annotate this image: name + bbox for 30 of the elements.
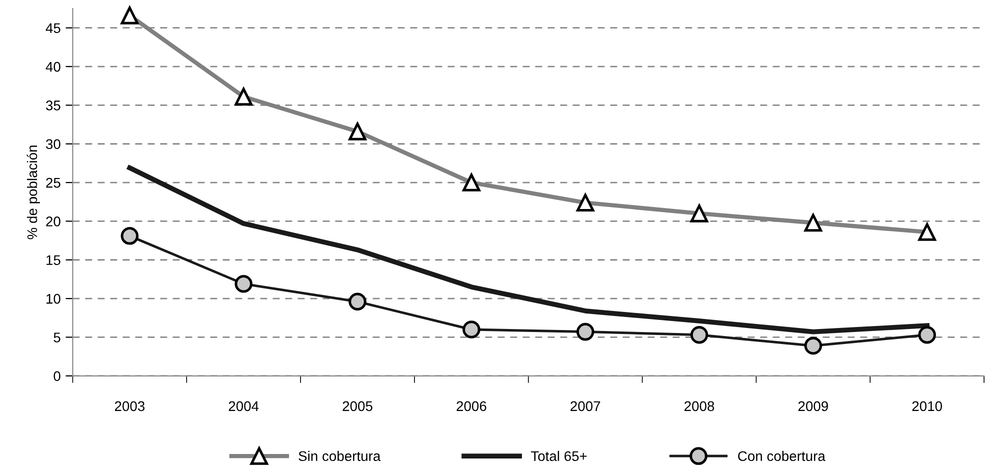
x-tick-label: 2003 — [114, 401, 145, 412]
x-tick-label: 2009 — [798, 401, 828, 412]
y-tick-label: 15 — [46, 255, 60, 266]
x-tick-label: 2004 — [228, 401, 259, 412]
y-tick-label: 40 — [46, 62, 60, 72]
legend-label: Con cobertura — [738, 450, 826, 462]
point — [348, 292, 366, 311]
x-tick-label: 2005 — [342, 401, 372, 412]
point — [234, 274, 252, 293]
y-tick-label: 45 — [46, 23, 60, 34]
point — [918, 326, 936, 344]
y-tick-label: 20 — [46, 216, 60, 226]
y-tick-label: 30 — [46, 139, 60, 150]
x-tick-label: 2008 — [684, 401, 714, 412]
y-tick-label: 25 — [46, 178, 60, 188]
y-axis-title: % de población — [26, 146, 40, 240]
y-tick-label: 5 — [54, 332, 60, 342]
point — [462, 320, 480, 338]
x-tick-label: 2007 — [570, 401, 600, 412]
point — [576, 322, 594, 341]
legend-label: Total 65+ — [530, 450, 587, 462]
x-tick-label: 2010 — [912, 401, 942, 412]
y-tick-label: 10 — [46, 294, 60, 304]
point — [120, 227, 139, 245]
point — [804, 336, 822, 355]
point — [690, 326, 708, 344]
y-tick-label: 35 — [46, 100, 60, 110]
legend-label: Sin cobertura — [298, 450, 381, 462]
y-tick-label: 0 — [54, 371, 60, 382]
x-tick-label: 2006 — [456, 401, 486, 412]
